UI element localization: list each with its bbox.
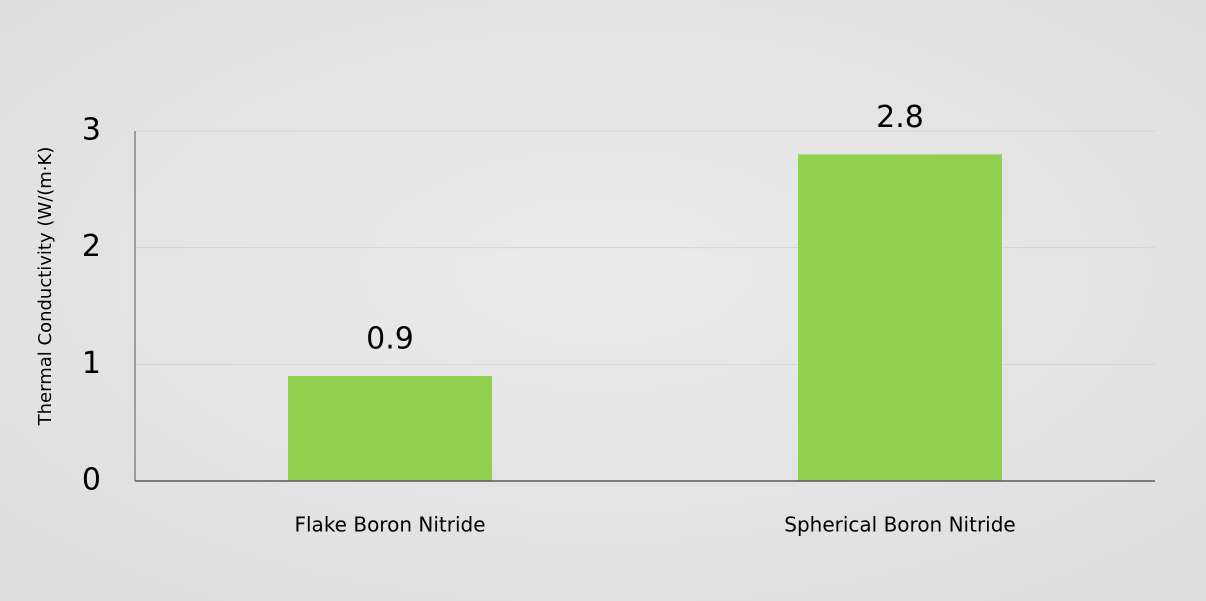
y-axis-label: Thermal Conductivity (W/(m·K) [35, 147, 56, 427]
bar [288, 376, 492, 481]
x-tick-label: Flake Boron Nitride [295, 513, 486, 537]
y-tick-label: 3 [82, 113, 101, 148]
y-tick-label: 0 [82, 463, 101, 498]
y-tick-label: 1 [82, 346, 101, 381]
x-tick-label: Spherical Boron Nitride [784, 513, 1015, 537]
y-tick-label: 2 [82, 229, 101, 264]
bar [798, 154, 1002, 482]
data-label: 0.9 [366, 322, 414, 357]
data-label: 2.8 [876, 100, 924, 135]
